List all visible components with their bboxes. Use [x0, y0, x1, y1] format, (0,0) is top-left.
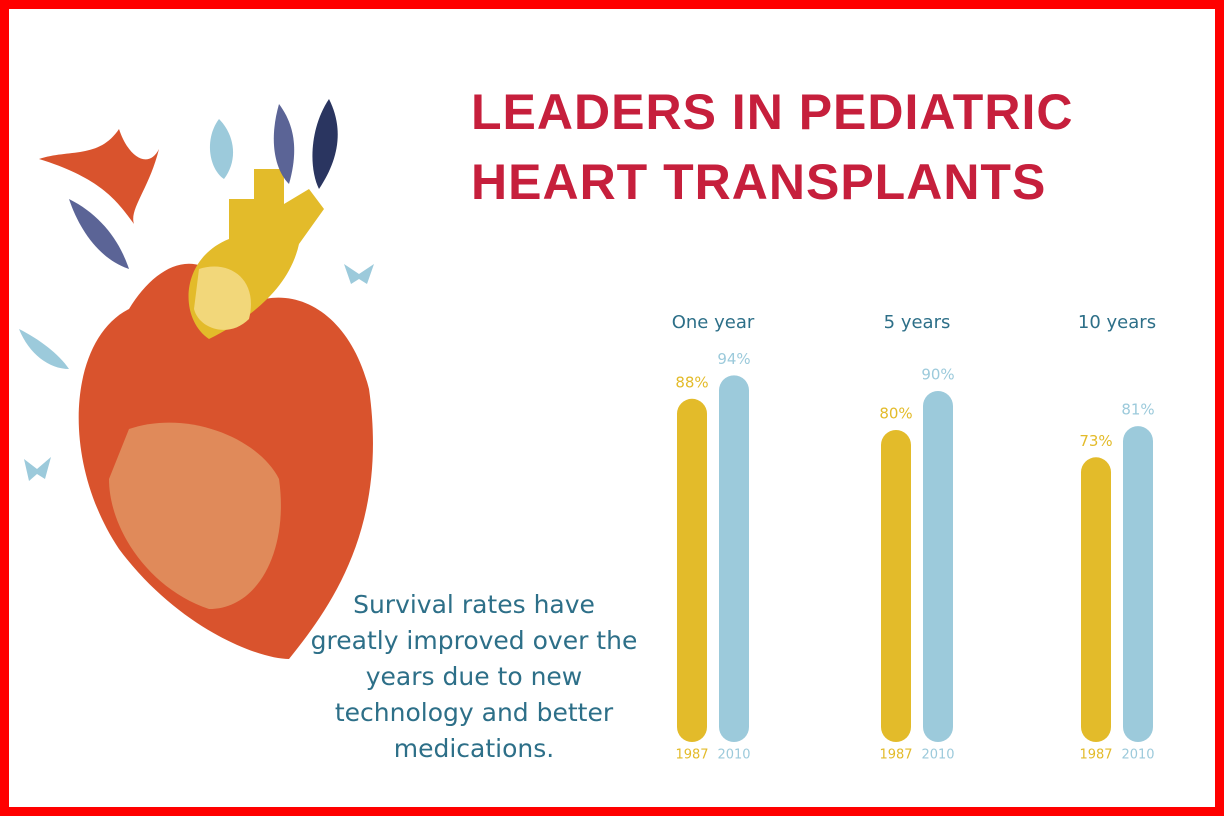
annotation: Survival rates have greatly improved ove…: [310, 590, 638, 763]
bar: [881, 430, 911, 742]
value-label: 80%: [879, 405, 912, 423]
chart: One year 88% 1987 94% 2010 5 years 80% 1987 90% 2…: [19, 99, 1156, 763]
legend-label: 2010: [1121, 748, 1154, 763]
legend-label: 1987: [675, 748, 708, 763]
legend-label: 1987: [1079, 748, 1112, 763]
legend-label: 2010: [717, 748, 750, 763]
bar: [677, 398, 707, 742]
legend-label: 2010: [921, 748, 954, 763]
value-label: 90%: [921, 366, 954, 384]
heart-illustration: [19, 99, 374, 659]
category-label: One year: [672, 312, 755, 333]
category-label: 10 years: [1078, 312, 1156, 333]
category-label: 5 years: [884, 312, 951, 333]
bar: [719, 375, 749, 742]
title: LEADERS IN PEDIATRIC HEART TRANSPLANTS: [471, 84, 1074, 210]
legend-label: 1987: [879, 748, 912, 763]
value-label: 81%: [1121, 401, 1154, 419]
value-label: 94%: [717, 350, 750, 368]
value-label: 73%: [1079, 432, 1112, 450]
value-label: 88%: [675, 373, 708, 391]
bar: [923, 391, 953, 742]
bar: [1123, 426, 1153, 742]
bar: [1081, 457, 1111, 742]
